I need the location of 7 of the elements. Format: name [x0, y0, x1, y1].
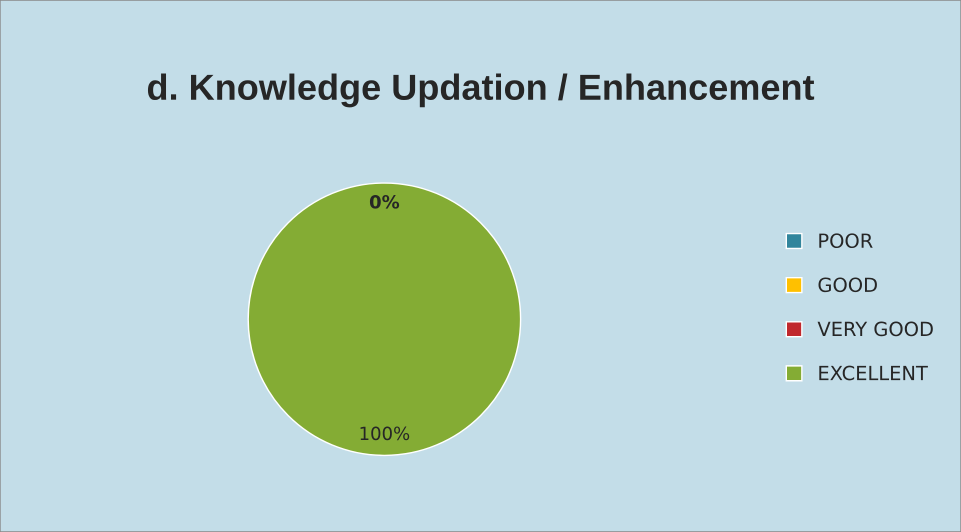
text: 0% — [370, 195, 400, 209]
legend-label: POOR — [819, 233, 873, 248]
legend-label: VERY GOOD — [818, 322, 933, 336]
legend-label: EXCELLENT — [819, 366, 928, 380]
chart-title: d. Knowledge Updation / Enhancement — [148, 74, 814, 108]
data-label: 100% — [360, 426, 410, 440]
legend-label: GOOD — [818, 277, 877, 292]
